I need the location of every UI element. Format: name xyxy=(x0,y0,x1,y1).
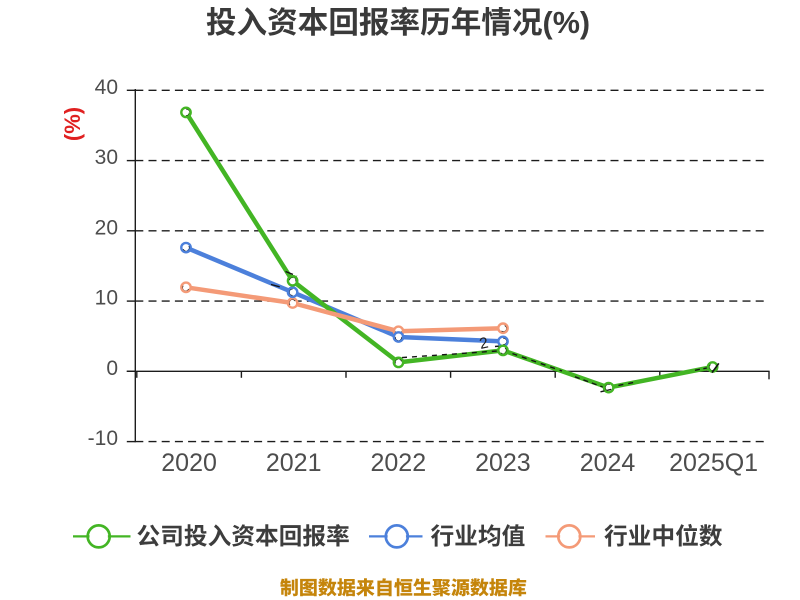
svg-text:2020: 2020 xyxy=(161,449,217,477)
svg-text:(%): (%) xyxy=(543,6,591,40)
svg-text:0: 0 xyxy=(106,357,118,380)
svg-text:2025Q1: 2025Q1 xyxy=(669,449,758,477)
svg-text:10: 10 xyxy=(95,287,118,310)
svg-text:2: 2 xyxy=(478,335,490,353)
svg-text:2023: 2023 xyxy=(475,449,531,477)
svg-text:20: 20 xyxy=(95,216,118,239)
svg-text:2021: 2021 xyxy=(266,449,322,477)
svg-text:2022: 2022 xyxy=(370,449,426,477)
svg-text:(%): (%) xyxy=(60,107,85,141)
svg-text:2024: 2024 xyxy=(580,449,636,477)
svg-text:40: 40 xyxy=(95,76,118,99)
svg-text:30: 30 xyxy=(95,146,118,169)
svg-text:-10: -10 xyxy=(88,427,118,450)
